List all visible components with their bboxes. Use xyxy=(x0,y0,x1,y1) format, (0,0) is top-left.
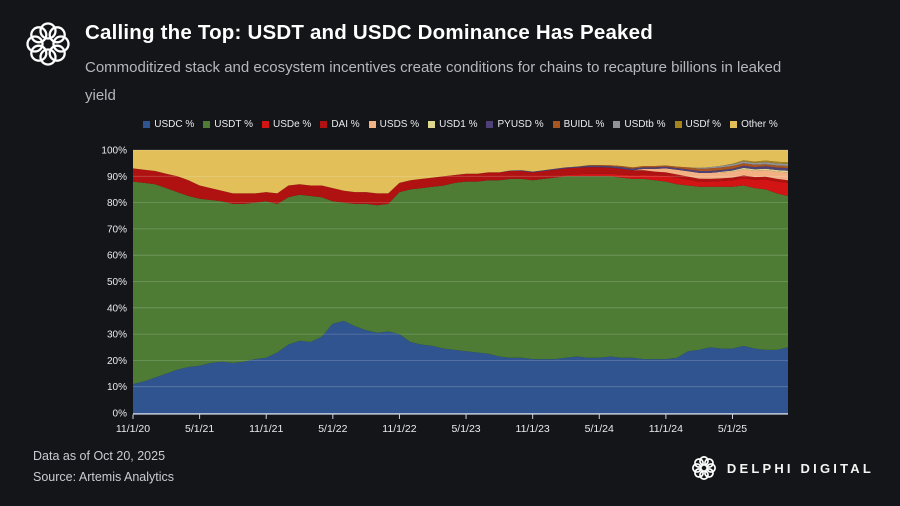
delphi-knot-logo-icon xyxy=(26,22,70,66)
y-tick-label: 0% xyxy=(113,409,128,420)
x-tick-label: 11/1/23 xyxy=(516,423,550,435)
legend-item-usdtb: USDtb % xyxy=(613,119,666,130)
legend-label: USDC % xyxy=(154,119,195,130)
page-subtitle: Commoditized stack and ecosystem incenti… xyxy=(85,59,782,104)
y-tick-label: 90% xyxy=(107,172,127,183)
legend-item-dai: DAI % xyxy=(320,119,360,130)
knot-loop xyxy=(26,35,44,53)
knot-loop xyxy=(48,26,66,44)
knot-loop xyxy=(48,44,66,62)
x-tick-label: 11/1/24 xyxy=(649,423,683,435)
x-tick-label: 11/1/21 xyxy=(249,423,283,435)
legend-label: USDT % xyxy=(214,119,253,130)
legend-label: USDtb % xyxy=(624,119,666,130)
legend-swatch-usdf-icon xyxy=(674,121,682,128)
legend-item-usdc: USDC % xyxy=(143,119,194,130)
legend-label: DAI % xyxy=(331,119,360,130)
stablecoin-dominance-chart: 11/1/20 5/1/21 11/1/21 5/1/22 11/1/22 5/1/23 1… xyxy=(101,146,788,435)
legend-label: USD1 % xyxy=(439,119,478,130)
legend-swatch-usdtb-icon xyxy=(613,121,621,128)
y-tick-label: 100% xyxy=(101,146,127,157)
x-tick-label: 5/1/24 xyxy=(585,423,614,435)
y-tick-label: 60% xyxy=(107,251,127,262)
y-tick-label: 70% xyxy=(107,224,127,235)
y-tick-label: 80% xyxy=(107,198,127,209)
legend-item-pyusd: PYUSD % xyxy=(486,119,544,130)
x-tick-label: 11/1/20 xyxy=(116,423,150,435)
x-tick-label: 5/1/25 xyxy=(718,423,747,435)
x-tick-label: 11/1/22 xyxy=(382,423,416,435)
legend-label: USDe % xyxy=(272,119,312,130)
delphi-digital-brand: DELPHI DIGITAL xyxy=(691,455,874,481)
data-as-of-note: Data as of Oct 20, 2025 xyxy=(33,449,166,463)
x-axis: 11/1/20 5/1/21 11/1/21 5/1/22 11/1/22 5/1/23 1… xyxy=(116,413,788,435)
knot-loop xyxy=(703,468,714,478)
legend-swatch-usd1-icon xyxy=(428,121,436,128)
delphi-knot-logo-small-icon xyxy=(691,456,716,480)
y-tick-label: 50% xyxy=(107,277,127,288)
page-title: Calling the Top: USDT and USDC Dominance… xyxy=(85,21,653,44)
knot-loop xyxy=(705,463,716,473)
knot-loop xyxy=(52,35,70,53)
area-usdt xyxy=(133,176,788,385)
area-other xyxy=(133,150,788,194)
legend-label: USDf % xyxy=(685,119,722,130)
legend-swatch-other-icon xyxy=(730,121,738,128)
legend-item-usdf: USDf % xyxy=(674,119,722,130)
knot-loop xyxy=(30,44,48,62)
y-tick-label: 30% xyxy=(107,330,127,341)
knot-loop xyxy=(693,468,704,478)
legend-label: PYUSD % xyxy=(497,119,544,130)
legend-label: USDS % xyxy=(379,119,420,130)
knot-loop xyxy=(39,48,57,66)
y-tick-label: 20% xyxy=(107,356,127,367)
legend-swatch-usdc-icon xyxy=(143,121,151,128)
gridlines xyxy=(133,149,788,388)
chart-legend: USDC % USDT % USDe % DAI % USDS % USD1 % PYUSD… xyxy=(133,119,788,130)
knot-loop xyxy=(698,470,709,480)
y-axis: 0% 10% 20% 30% 40% 50% 60% 70% 80% 90% 100% xyxy=(101,146,127,420)
x-tick-label: 5/1/22 xyxy=(318,423,347,435)
brand-wordmark: DELPHI DIGITAL xyxy=(726,460,874,476)
x-tick-label: 5/1/23 xyxy=(451,423,480,435)
legend-swatch-pyusd-icon xyxy=(486,121,494,128)
legend-item-buidl: BUIDL % xyxy=(552,119,605,130)
area-usdc xyxy=(133,320,788,413)
x-tick-label: 5/1/21 xyxy=(185,423,214,435)
legend-item-usds: USDS % xyxy=(368,119,420,130)
source-note: Source: Artemis Analytics xyxy=(33,470,175,484)
knot-loop xyxy=(698,456,709,466)
knot-loop xyxy=(703,458,714,468)
knot-loop xyxy=(693,458,704,468)
knot-loop xyxy=(39,22,57,40)
legend-item-usdt: USDT % xyxy=(203,119,253,130)
legend-label: Other % xyxy=(741,119,778,130)
legend-item-usde: USDe % xyxy=(261,119,312,130)
legend-item-usd1: USD1 % xyxy=(428,119,477,130)
area-dai xyxy=(133,167,788,206)
stacked-areas xyxy=(133,150,788,413)
legend-swatch-dai-icon xyxy=(320,121,328,128)
y-tick-label: 10% xyxy=(107,382,127,393)
y-tick-label: 40% xyxy=(107,303,127,314)
legend-swatch-usde-icon xyxy=(261,121,269,128)
legend-swatch-buidl-icon xyxy=(552,121,560,128)
knot-loop xyxy=(691,463,702,473)
knot-loop xyxy=(30,26,48,44)
legend-label: BUIDL % xyxy=(563,119,605,130)
legend-swatch-usdt-icon xyxy=(203,121,211,128)
legend-item-other: Other % xyxy=(730,119,778,130)
legend-swatch-usds-icon xyxy=(368,121,376,128)
